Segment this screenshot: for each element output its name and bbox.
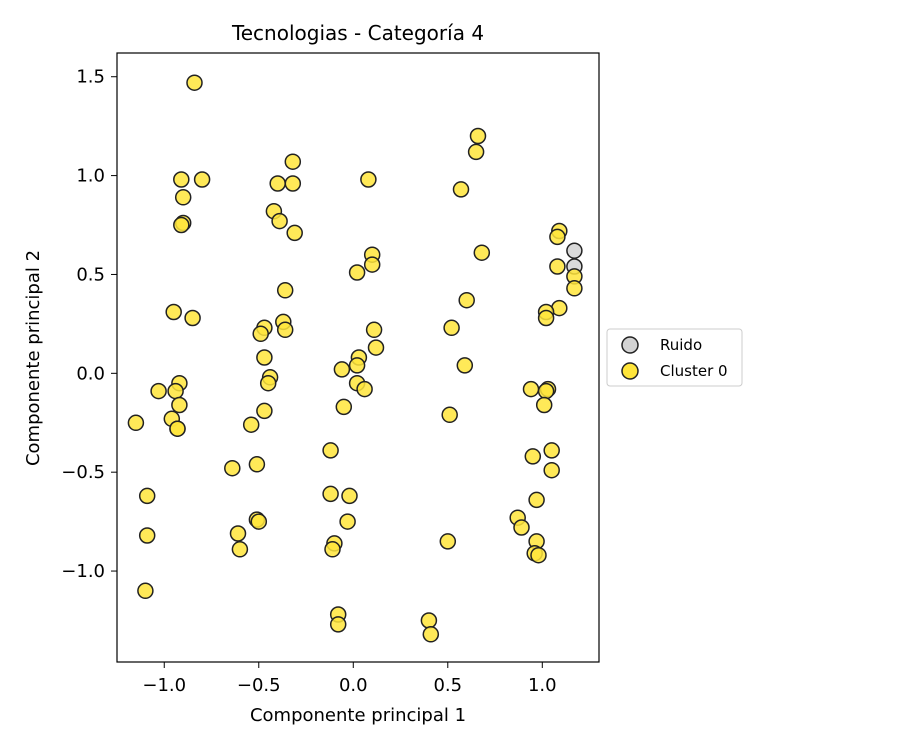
point-cluster-0-33 [256, 402, 273, 420]
point-cluster-0-68 [441, 406, 458, 424]
x-tick-label: 1.0 [528, 675, 557, 696]
point-cluster-0-19 [284, 153, 302, 170]
legend-label-ruido: Ruido [660, 336, 702, 354]
y-tick-label: 0.0 [76, 363, 105, 384]
point-cluster-0-51 [356, 380, 373, 398]
point-cluster-0-62 [467, 143, 485, 161]
point-cluster-0-7 [184, 309, 201, 327]
point-cluster-0-70 [420, 612, 438, 629]
legend-marker-ruido [621, 336, 639, 354]
point-cluster-0-63 [452, 181, 470, 198]
chart-title: Tecnologias - Categoría 4 [231, 21, 484, 45]
point-cluster-0-56 [339, 513, 356, 530]
points-layer [127, 74, 583, 643]
point-cluster-0-89 [513, 519, 530, 536]
point-cluster-0-16 [138, 487, 156, 505]
point-cluster-0-85 [524, 448, 542, 465]
point-cluster-0-54 [322, 485, 339, 503]
point-cluster-0-86 [543, 461, 560, 479]
point-cluster-0-3 [174, 189, 192, 206]
point-cluster-0-87 [528, 491, 545, 509]
point-cluster-0-30 [256, 349, 273, 366]
x-tick-label: −1.0 [142, 675, 186, 696]
x-tick-label: 0.0 [339, 675, 368, 696]
point-cluster-0-0 [186, 74, 203, 91]
point-cluster-0-29 [252, 325, 269, 343]
point-cluster-0-69 [439, 533, 457, 550]
x-tick-label: 0.5 [433, 675, 462, 696]
plot-frame [116, 52, 600, 663]
point-cluster-0-14 [169, 420, 186, 437]
point-cluster-0-2 [193, 171, 211, 188]
point-cluster-0-32 [259, 374, 277, 392]
point-cluster-0-64 [473, 244, 491, 261]
point-cluster-0-92 [530, 546, 547, 564]
point-cluster-0-17 [138, 527, 156, 544]
point-cluster-0-67 [456, 357, 474, 374]
point-cluster-0-73 [549, 228, 566, 246]
point-cluster-0-52 [335, 398, 353, 416]
point-cluster-0-18 [137, 582, 154, 600]
point-cluster-0-55 [341, 487, 358, 505]
x-tick-label: −0.5 [237, 675, 281, 696]
point-cluster-0-38 [250, 513, 268, 530]
x-axis: −1.0 −0.5 0.0 0.5 1.0 [142, 662, 557, 696]
y-tick-label: 1.0 [76, 166, 105, 187]
point-cluster-0-35 [224, 459, 241, 477]
legend-marker-cluster-0 [621, 362, 639, 380]
y-axis-label: Componente principal 2 [23, 250, 44, 466]
point-cluster-0-83 [535, 396, 553, 414]
point-cluster-0-49 [333, 361, 351, 378]
point-cluster-0-36 [248, 456, 266, 473]
point-cluster-0-9 [150, 382, 167, 400]
point-cluster-0-74 [549, 258, 566, 275]
point-cluster-0-39 [229, 525, 247, 542]
point-cluster-0-61 [469, 127, 487, 145]
point-cluster-0-21 [284, 175, 302, 192]
point-cluster-0-24 [286, 224, 303, 242]
point-cluster-0-40 [231, 541, 249, 558]
point-cluster-0-71 [422, 626, 440, 643]
point-cluster-0-46 [367, 339, 385, 356]
point-cluster-0-15 [127, 414, 145, 432]
point-cluster-0-84 [543, 442, 560, 459]
point-cluster-0-25 [276, 282, 294, 299]
point-cluster-0-41 [360, 171, 377, 188]
y-tick-label: 0.5 [76, 264, 105, 285]
point-cluster-0-20 [269, 175, 286, 192]
point-cluster-0-81 [537, 382, 555, 400]
point-cluster-0-5 [173, 216, 190, 234]
point-cluster-0-82 [522, 380, 540, 398]
y-tick-label: −0.5 [61, 462, 105, 483]
y-axis: −1.0 −0.5 0.0 0.5 1.0 1.5 [61, 67, 117, 582]
point-cluster-0-58 [324, 541, 341, 558]
point-cluster-0-79 [537, 309, 555, 327]
point-cluster-0-45 [365, 321, 383, 339]
legend: Ruido Cluster 0 [606, 328, 743, 387]
y-tick-label: 1.5 [76, 67, 105, 88]
legend-label-cluster-0: Cluster 0 [660, 362, 728, 380]
point-ruido-0 [566, 242, 583, 259]
point-cluster-0-23 [271, 212, 288, 230]
point-cluster-0-44 [348, 264, 366, 281]
point-cluster-0-27 [276, 321, 294, 339]
point-cluster-0-65 [458, 291, 475, 309]
point-cluster-0-66 [443, 319, 460, 337]
point-cluster-0-10 [167, 382, 184, 400]
point-cluster-0-53 [322, 442, 339, 459]
point-cluster-0-76 [566, 280, 583, 297]
point-cluster-0-48 [348, 357, 366, 374]
y-tick-label: −1.0 [61, 561, 105, 582]
point-cluster-0-43 [363, 256, 381, 273]
x-axis-label: Componente principal 1 [250, 705, 466, 726]
point-cluster-0-60 [329, 616, 347, 633]
point-cluster-0-6 [165, 303, 182, 321]
legend-box [606, 328, 743, 387]
point-cluster-0-12 [171, 396, 188, 414]
point-cluster-0-1 [173, 171, 190, 188]
point-cluster-0-34 [242, 416, 260, 433]
